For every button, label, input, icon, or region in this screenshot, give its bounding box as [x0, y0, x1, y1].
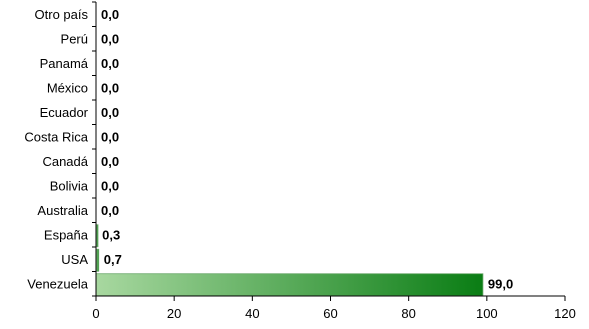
category-label: Ecuador [40, 105, 89, 120]
category-label: Otro país [35, 7, 89, 22]
category-label: Venezuela [27, 276, 88, 291]
value-label: 0,7 [104, 252, 122, 267]
value-label: 0,0 [101, 105, 119, 120]
labels-layer: Otro país 0,0 Perú 0,0 Panamá 0,0 México 0,0 Ecu… [24, 7, 575, 321]
category-label: Panamá [40, 56, 89, 71]
bars-layer [95, 224, 484, 297]
x-tick-label: 120 [554, 306, 576, 321]
value-label: 0,0 [101, 129, 119, 144]
value-label: 0,0 [101, 80, 119, 95]
value-label: 0,0 [101, 7, 119, 22]
value-label: 0,0 [101, 56, 119, 71]
category-label: Costa Rica [24, 129, 88, 144]
value-label: 0,0 [101, 178, 119, 193]
x-tick-label: 40 [245, 306, 259, 321]
value-label: 0,0 [101, 203, 119, 218]
x-tick-label: 80 [401, 306, 415, 321]
x-tick-label: 60 [323, 306, 337, 321]
category-label: Canadá [42, 154, 88, 169]
x-tick-label: 20 [167, 306, 181, 321]
value-label: 0,0 [101, 31, 119, 46]
x-tick-label: 0 [92, 306, 99, 321]
category-label: México [47, 80, 88, 95]
value-label: 0,3 [102, 227, 120, 242]
category-label: Bolivia [50, 178, 89, 193]
category-label: USA [61, 252, 88, 267]
category-label: Perú [61, 31, 88, 46]
value-label: 99,0 [488, 276, 513, 291]
x-tick-label: 100 [476, 306, 498, 321]
category-label: España [44, 227, 89, 242]
category-label: Australia [37, 203, 88, 218]
bar [95, 273, 484, 297]
value-label: 0,0 [101, 154, 119, 169]
axes-layer [92, 1, 566, 301]
